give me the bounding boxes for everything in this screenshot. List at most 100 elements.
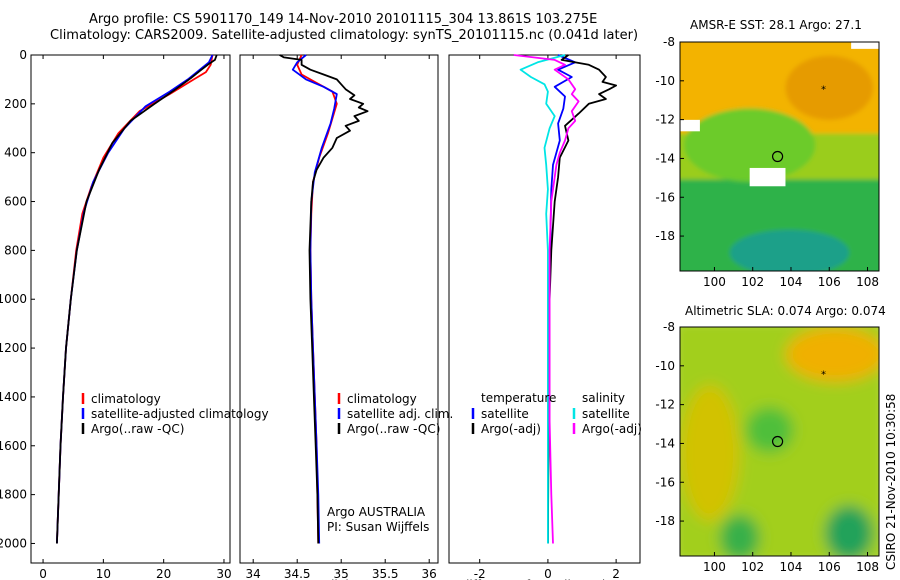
missing-data-patch xyxy=(749,167,786,187)
map-colour-layer xyxy=(680,42,879,271)
y-tick-label: 400 xyxy=(4,146,27,160)
x-tick-label: 34 xyxy=(246,567,261,580)
y-tick-label: 1400 xyxy=(0,390,27,404)
map-frame xyxy=(679,326,880,557)
x-tick-label: -2 xyxy=(474,567,486,580)
low-anomaly xyxy=(745,407,794,453)
y-tick-label: -10 xyxy=(655,359,675,373)
x-tick-label: 35.5 xyxy=(372,567,399,580)
legend-argo-label: Argo(..raw -QC) xyxy=(91,422,184,436)
x-tick-label: 102 xyxy=(741,275,764,289)
y-tick-label: -12 xyxy=(655,113,675,127)
y-tick-label: -16 xyxy=(655,190,675,204)
legend-temperature-heading: temperature xyxy=(481,391,556,405)
legend-satellite-label: satellite-adjusted climatology xyxy=(91,407,269,421)
y-tick-label: 1800 xyxy=(0,488,27,502)
altimetric-sla-map: 100 102 104 106 108 -8 -10 -12 -14 -16 -18 * xyxy=(655,320,880,574)
plot-frame xyxy=(30,54,231,564)
low-anomaly xyxy=(825,505,874,556)
y-tick-label: -8 xyxy=(663,320,675,334)
x-tick-label: 100 xyxy=(703,275,726,289)
x-axis-label: temperature xyxy=(93,578,168,580)
x-axis-label: salinity xyxy=(317,578,360,580)
map-field xyxy=(680,327,879,556)
sst-map-title: AMSR-E SST: 28.1 Argo: 27.1 xyxy=(690,18,862,32)
missing-data-patch xyxy=(851,42,879,49)
series-salinity-argo xyxy=(513,54,580,544)
plot-frame xyxy=(239,54,439,564)
figure-title-line2: Climatology: CARS2009. Satellite-adjuste… xyxy=(50,28,639,43)
legend-salinity-heading: salinity xyxy=(582,391,625,405)
float-position-marker xyxy=(771,435,784,448)
amsre-sst-map: 100 102 104 106 108 -8 -10 -12 -14 -16 -18 * xyxy=(655,35,880,289)
y-tick-label: 800 xyxy=(4,243,27,257)
legend-climatology-label: climatology xyxy=(347,392,417,406)
temperature-panel: 0 10 20 30 0 200 400 600 800 1000 1200 1400 1600 1800… xyxy=(0,48,232,580)
y-tick-label: 0 xyxy=(19,48,27,62)
x-tick-label: 30 xyxy=(216,567,231,580)
x-tick-label: 104 xyxy=(780,275,803,289)
y-tick-label: -14 xyxy=(655,436,675,450)
x-tick-label: 10 xyxy=(96,567,111,580)
x-tick-label: 0 xyxy=(544,567,552,580)
x-tick-label: 108 xyxy=(856,275,879,289)
x-tick-label: 106 xyxy=(818,275,841,289)
salinity-panel: 34 34.5 35 35.5 36 salinity xyxy=(239,54,439,580)
map-frame xyxy=(679,41,880,272)
mid-anomaly xyxy=(680,384,740,522)
series-argo xyxy=(56,54,218,544)
y-tick-label: 200 xyxy=(4,97,27,111)
x-tick-label: 104 xyxy=(780,560,803,574)
float-pi-label: PI: Susan Wijffels xyxy=(327,520,429,534)
difference-panel: -2 0 2difference from climatology xyxy=(448,54,641,580)
x-tick-label: 36 xyxy=(422,567,437,580)
x-tick-label: 102 xyxy=(741,560,764,574)
legend-climatology-label: climatology xyxy=(91,392,161,406)
green-patch xyxy=(683,108,816,182)
y-tick-label: -10 xyxy=(655,74,675,88)
x-tick-label: 108 xyxy=(856,560,879,574)
legend-sal-satellite-label: satellite xyxy=(582,407,630,421)
orange-patch xyxy=(785,55,874,120)
plot-frame xyxy=(448,54,641,564)
x-tick-label: 0 xyxy=(39,567,47,580)
series-argo xyxy=(279,54,369,544)
legend-temp-argo-label: Argo(-adj) xyxy=(481,422,541,436)
sla-map-title: Altimetric SLA: 0.074 Argo: 0.074 xyxy=(685,304,886,318)
figure-title-line1: Argo profile: CS 5901170_149 14-Nov-2010… xyxy=(89,12,598,27)
y-tick-label: 2000 xyxy=(0,536,27,550)
y-tick-label: -12 xyxy=(655,398,675,412)
float-position-marker xyxy=(771,150,784,163)
legend-satellite-label: satellite adj. clim. xyxy=(347,407,453,421)
x-axis-label: difference from climatology xyxy=(462,578,628,580)
y-tick-label: -18 xyxy=(655,229,675,243)
y-tick-label: -8 xyxy=(663,35,675,49)
reference-star-marker: * xyxy=(821,85,826,96)
missing-data-patch xyxy=(680,119,700,132)
x-tick-label: 2 xyxy=(612,567,620,580)
y-tick-label: -14 xyxy=(655,151,675,165)
difference-legend: temperaturesatelliteArgo(-adj)salinitysa… xyxy=(471,391,642,436)
map-colour-layer xyxy=(680,327,879,556)
legend-argo-label: Argo(..raw -QC) xyxy=(347,422,440,436)
teal-patch xyxy=(729,229,850,271)
x-tick-label: 106 xyxy=(818,560,841,574)
y-tick-label: 1600 xyxy=(0,439,27,453)
legend-sal-argo-label: Argo(-adj) xyxy=(582,422,642,436)
float-program-label: Argo AUSTRALIA xyxy=(327,505,426,519)
x-tick-label: 100 xyxy=(703,560,726,574)
x-tick-label: 34.5 xyxy=(284,567,311,580)
y-tick-label: 1200 xyxy=(0,341,27,355)
y-tick-label: -16 xyxy=(655,475,675,489)
y-tick-label: 600 xyxy=(4,195,27,209)
map-field xyxy=(680,42,879,271)
x-tick-label: 35 xyxy=(334,567,349,580)
low-anomaly xyxy=(719,514,760,556)
x-tick-label: 20 xyxy=(156,567,171,580)
series-salinity-satellite xyxy=(519,54,566,544)
legend-temp-satellite-label: satellite xyxy=(481,407,529,421)
y-tick-label: -18 xyxy=(655,514,675,528)
